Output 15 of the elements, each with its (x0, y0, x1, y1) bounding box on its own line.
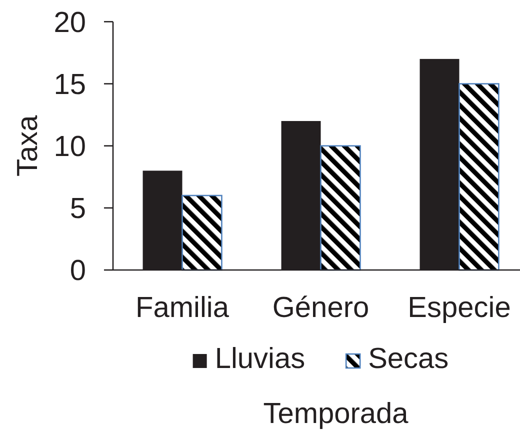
bar (182, 194, 222, 271)
legend-label: Secas (368, 343, 449, 375)
y-axis-title: Taxa (12, 114, 44, 176)
y-tick-label: 15 (54, 68, 86, 101)
x-tick-label: Especie (408, 292, 511, 324)
bar (320, 145, 361, 271)
y-tick-label: 5 (70, 193, 86, 226)
x-tick-label: Género (272, 292, 370, 324)
x-tick-label: Familia (136, 292, 230, 324)
y-tick-label: 10 (54, 131, 86, 163)
y-tick-label: 20 (54, 6, 86, 39)
x-axis-title: Temporada (263, 398, 410, 430)
bar (458, 83, 500, 271)
legend-label: Lluvias (214, 343, 306, 375)
y-tick-label: 0 (70, 255, 86, 288)
